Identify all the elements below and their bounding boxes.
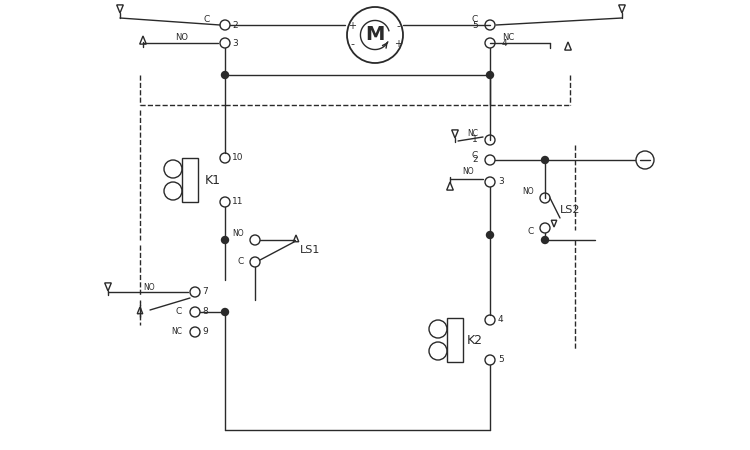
Circle shape xyxy=(542,157,548,163)
Bar xyxy=(182,158,198,202)
Text: NO: NO xyxy=(175,33,188,42)
Text: 11: 11 xyxy=(232,198,244,207)
Circle shape xyxy=(221,309,229,315)
Text: NO: NO xyxy=(143,283,155,292)
Text: C: C xyxy=(528,228,534,237)
Text: NC: NC xyxy=(171,328,182,337)
Text: -: - xyxy=(396,21,400,31)
Text: 3: 3 xyxy=(498,177,504,186)
Circle shape xyxy=(487,72,494,78)
Text: NO: NO xyxy=(522,188,534,197)
Text: 4: 4 xyxy=(498,315,504,324)
Text: C: C xyxy=(204,15,210,24)
Text: C: C xyxy=(176,307,182,316)
Text: 2: 2 xyxy=(232,21,238,30)
Text: C: C xyxy=(238,257,244,266)
Text: 10: 10 xyxy=(232,153,244,162)
Text: 7: 7 xyxy=(202,288,208,297)
Text: 4: 4 xyxy=(502,39,508,48)
Circle shape xyxy=(542,237,548,243)
Circle shape xyxy=(221,72,229,78)
Text: K1: K1 xyxy=(205,174,221,186)
Text: K2: K2 xyxy=(467,333,483,346)
Text: C: C xyxy=(472,15,478,24)
Text: +: + xyxy=(348,21,356,31)
Text: 5: 5 xyxy=(498,356,504,364)
Circle shape xyxy=(487,231,494,239)
Text: 5: 5 xyxy=(472,21,478,30)
Text: LS1: LS1 xyxy=(300,245,320,255)
Text: 9: 9 xyxy=(202,328,208,337)
Bar xyxy=(447,318,463,362)
Text: 2: 2 xyxy=(472,156,478,165)
Text: NO: NO xyxy=(462,167,474,176)
Text: LS2: LS2 xyxy=(560,205,580,215)
Text: M: M xyxy=(365,26,385,45)
Circle shape xyxy=(221,237,229,243)
Text: 1: 1 xyxy=(472,135,478,144)
Text: -: - xyxy=(350,39,354,49)
Text: +: + xyxy=(394,39,402,49)
Text: C: C xyxy=(472,150,478,159)
Text: 8: 8 xyxy=(202,307,208,316)
Text: NC: NC xyxy=(467,130,478,139)
Text: NO: NO xyxy=(232,230,244,238)
Text: 3: 3 xyxy=(232,39,238,48)
Text: NC: NC xyxy=(502,33,515,42)
